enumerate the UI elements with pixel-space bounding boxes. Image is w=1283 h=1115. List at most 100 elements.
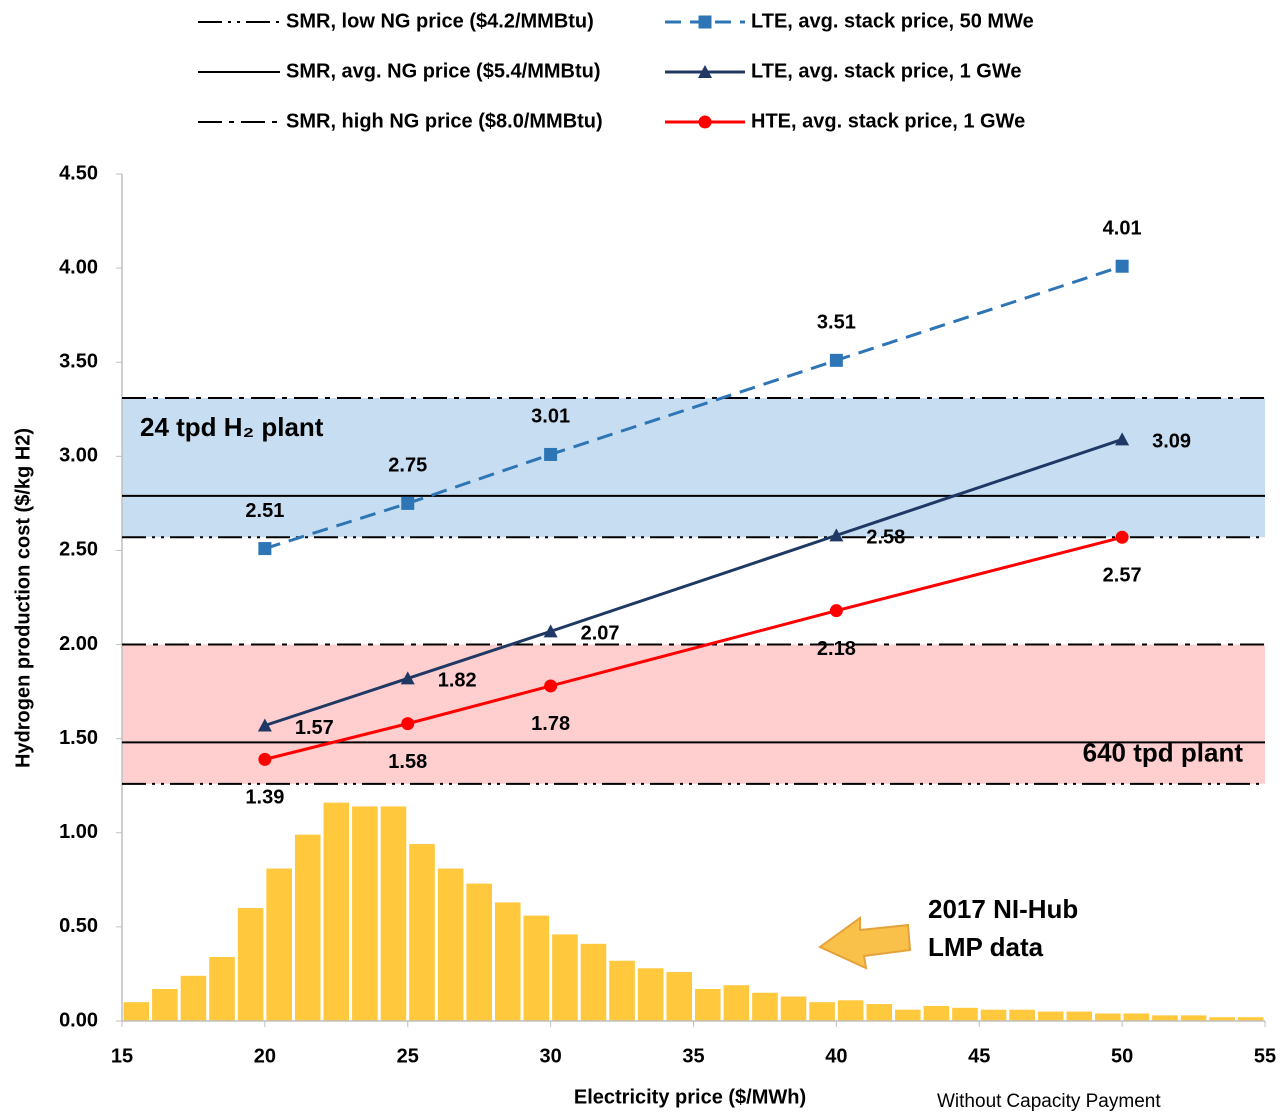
histogram-bar (1009, 1009, 1035, 1021)
histogram-bar (637, 968, 664, 1021)
marker (698, 15, 712, 29)
x-tick-label: 50 (1111, 1045, 1133, 1067)
histogram-bar (294, 834, 321, 1021)
annotation: 2017 NI-Hub (928, 894, 1078, 924)
y-tick-label: 1.00 (59, 821, 98, 843)
x-tick-label: 25 (397, 1045, 419, 1067)
data-label: 2.75 (388, 455, 427, 477)
histogram-bar (895, 1009, 921, 1021)
data-label: 1.58 (388, 751, 427, 773)
x-tick-label: 35 (682, 1045, 704, 1067)
marker (544, 447, 558, 461)
marker (1115, 259, 1129, 273)
histogram-bar (1095, 1013, 1121, 1021)
x-tick-label: 45 (968, 1045, 990, 1067)
x-tick-label: 30 (540, 1045, 562, 1067)
histogram-bar (494, 902, 521, 1021)
histogram-bar (1209, 1017, 1235, 1021)
x-axis-label: Electricity price ($/MWh) (574, 1086, 806, 1108)
band (122, 397, 1265, 538)
histogram-bar (552, 934, 578, 1021)
histogram-bar (152, 989, 178, 1021)
legend-label: LTE, avg. stack price, 50 MWe (751, 10, 1034, 32)
marker (698, 115, 712, 129)
marker (829, 604, 843, 618)
data-label: 3.01 (531, 406, 570, 428)
histogram-bar (409, 844, 435, 1021)
histogram-bar (266, 868, 292, 1021)
histogram-bar (695, 989, 721, 1021)
legend-label: LTE, avg. stack price, 1 GWe (751, 60, 1021, 82)
data-label: 1.82 (438, 670, 477, 692)
marker (258, 752, 272, 766)
y-tick-label: 4.00 (59, 256, 98, 278)
legend-label: SMR, avg. NG price ($5.4/MMBtu) (286, 60, 601, 82)
data-label: 2.18 (817, 638, 856, 660)
marker (1115, 530, 1129, 544)
x-tick-label: 40 (825, 1045, 847, 1067)
band-label: 24 tpd H₂ plant (140, 412, 324, 442)
marker (698, 65, 712, 78)
marker (544, 679, 558, 693)
marker (401, 717, 415, 731)
marker (257, 718, 272, 732)
data-label: 2.57 (1103, 565, 1142, 587)
marker (401, 496, 415, 510)
histogram-bar (809, 1002, 835, 1021)
histogram-bar (1037, 1011, 1064, 1021)
y-axis-label: Hydrogen production cost ($/kg H2) (12, 428, 34, 768)
data-label: 4.01 (1103, 218, 1142, 240)
data-label: 2.58 (866, 527, 905, 549)
marker (829, 528, 844, 542)
y-tick-label: 2.50 (59, 539, 98, 561)
histogram-bar (1237, 1017, 1264, 1021)
histogram-bar (866, 1004, 893, 1021)
histogram-bar (523, 915, 550, 1021)
data-label: 1.39 (245, 787, 284, 809)
histogram-bar (837, 1000, 864, 1021)
histogram-bar (780, 996, 807, 1021)
x-tick-label: 55 (1254, 1045, 1276, 1067)
y-tick-label: 4.50 (59, 162, 98, 184)
histogram-bar (666, 972, 692, 1021)
histogram-bar (323, 802, 350, 1021)
y-tick-label: 0.00 (59, 1009, 98, 1031)
histogram-bar (580, 943, 607, 1021)
marker (1115, 432, 1130, 446)
footer-text: Without (937, 1091, 1002, 1112)
annotation: LMP data (928, 932, 1044, 962)
histogram-bar (1123, 1013, 1150, 1021)
histogram-bar (466, 883, 492, 1021)
histogram-bar (1180, 1015, 1207, 1021)
data-label: 3.09 (1152, 431, 1191, 453)
data-label: 3.51 (817, 312, 856, 334)
legend-label: SMR, high NG price ($8.0/MMBtu) (286, 110, 603, 132)
histogram-bar (723, 985, 750, 1021)
histogram-bar (923, 1005, 950, 1021)
histogram-bar (237, 908, 264, 1021)
histogram-bar (437, 868, 464, 1021)
y-tick-label: 3.50 (59, 351, 98, 373)
marker (258, 542, 272, 556)
y-tick-label: 3.00 (59, 445, 98, 467)
data-label: 1.57 (295, 717, 334, 739)
footer-text: Capacity Payment (1006, 1091, 1161, 1112)
histogram-bar (180, 975, 207, 1021)
data-label: 2.07 (581, 623, 620, 645)
marker (543, 624, 558, 638)
histogram-bar (380, 806, 407, 1021)
histogram-bar (752, 992, 778, 1021)
histogram-bar (352, 806, 378, 1021)
band (122, 644, 1265, 784)
x-tick-label: 20 (254, 1045, 276, 1067)
y-tick-label: 0.50 (59, 915, 98, 937)
histogram-bar (609, 960, 635, 1021)
annotation-arrow (818, 916, 912, 970)
legend-label: HTE, avg. stack price, 1 GWe (751, 110, 1025, 132)
histogram-bar (980, 1009, 1007, 1021)
y-tick-label: 2.00 (59, 633, 98, 655)
histogram-bar (952, 1007, 978, 1021)
histogram-bar (1066, 1011, 1093, 1021)
histogram-bar (209, 957, 235, 1021)
